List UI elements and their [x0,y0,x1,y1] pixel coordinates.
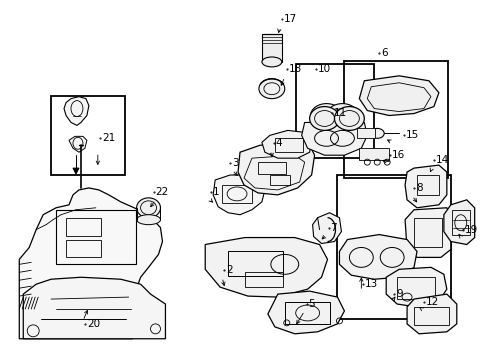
Ellipse shape [262,57,281,67]
Polygon shape [359,76,438,116]
Text: 19: 19 [464,225,477,235]
Bar [227,251,282,276]
Bar [359,148,388,160]
Text: 9: 9 [395,289,402,299]
Polygon shape [406,294,456,334]
Text: 13: 13 [365,279,378,289]
Ellipse shape [136,215,160,225]
Text: 1: 1 [213,187,219,197]
Text: 11: 11 [333,108,346,117]
Polygon shape [205,238,327,297]
Text: 22: 22 [155,187,168,197]
Polygon shape [64,96,89,125]
Text: 18: 18 [288,64,302,74]
Text: 8: 8 [415,183,422,193]
Bar [244,272,282,287]
Bar [451,210,469,235]
Ellipse shape [310,104,342,127]
Bar [337,175,450,319]
Text: 14: 14 [435,155,448,165]
Text: 17: 17 [283,14,296,24]
Text: 16: 16 [391,150,405,160]
Bar [284,302,329,324]
Bar [66,239,101,257]
Ellipse shape [326,104,358,127]
Polygon shape [238,142,314,195]
Polygon shape [404,208,450,257]
Bar [51,96,124,175]
Ellipse shape [258,79,284,99]
Text: 10: 10 [317,64,330,74]
Bar [56,210,135,264]
Ellipse shape [369,129,384,138]
Polygon shape [19,188,162,339]
Polygon shape [301,122,366,155]
Bar [222,185,251,203]
Bar [416,175,438,195]
Bar [269,175,289,185]
Text: 15: 15 [405,130,419,140]
Bar [295,64,373,158]
Text: 12: 12 [425,297,438,307]
Bar [396,277,434,299]
Bar [262,34,281,62]
Polygon shape [386,267,446,307]
Ellipse shape [309,107,339,130]
Text: 3: 3 [232,158,238,168]
Polygon shape [73,168,79,174]
Polygon shape [23,277,165,339]
Bar [413,218,441,247]
Ellipse shape [136,198,160,218]
Polygon shape [312,213,341,243]
Text: 20: 20 [87,319,100,329]
Polygon shape [69,136,87,152]
Ellipse shape [334,107,364,130]
Polygon shape [267,291,344,334]
Bar [413,307,448,325]
Text: 7: 7 [330,222,336,233]
Bar [357,129,374,138]
Bar [257,162,285,174]
Polygon shape [339,235,416,279]
Bar [274,138,302,152]
Text: 5: 5 [308,299,315,309]
Polygon shape [443,200,474,244]
Bar [344,61,447,178]
Text: 2: 2 [225,265,232,275]
Polygon shape [404,165,446,208]
Text: 4: 4 [275,138,282,148]
Polygon shape [213,175,264,215]
Bar [66,218,101,235]
Text: 21: 21 [102,133,115,143]
Polygon shape [262,130,311,158]
Text: 6: 6 [381,48,387,58]
